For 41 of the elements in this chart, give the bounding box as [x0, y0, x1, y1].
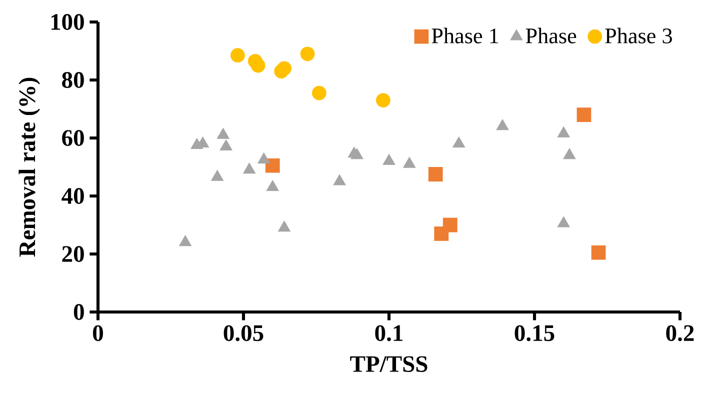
y-tick-label: 80 — [62, 72, 84, 88]
point — [278, 220, 291, 232]
point — [265, 158, 280, 173]
y-tick-label: 100 — [51, 14, 84, 30]
point — [179, 235, 192, 246]
legend-label: Phase 1 — [432, 28, 498, 44]
point — [376, 93, 390, 108]
point — [300, 46, 315, 62]
x-tick-label: 0.05 — [224, 325, 264, 342]
point — [243, 162, 256, 174]
point — [350, 148, 364, 160]
point — [496, 119, 509, 130]
legend-label: Phase 3 — [605, 28, 672, 44]
point — [563, 148, 576, 160]
x-tick-label: 0.1 — [375, 325, 402, 342]
point — [557, 216, 570, 228]
point — [382, 154, 396, 165]
y-tick-label: 40 — [62, 188, 84, 204]
x-tick-label: 0.2 — [666, 325, 694, 342]
point — [250, 58, 266, 73]
point — [216, 128, 230, 139]
y-axis-title: Removal rate (%) — [18, 78, 40, 257]
point — [277, 61, 292, 76]
point — [403, 156, 416, 168]
point — [258, 152, 270, 164]
point — [230, 48, 245, 63]
y-tick-label: 60 — [62, 130, 84, 146]
point — [557, 126, 570, 138]
x-tick-label: 0 — [93, 325, 103, 342]
point — [220, 140, 232, 150]
x-axis-title: TP/TSS — [350, 356, 428, 372]
x-tick-label: 0.15 — [514, 325, 554, 342]
legend-label: Phase — [526, 28, 576, 44]
point — [312, 86, 326, 100]
point — [211, 170, 224, 181]
point — [576, 108, 592, 122]
y-tick-label: 0 — [74, 304, 84, 320]
point — [266, 180, 279, 192]
y-tick-label: 20 — [62, 246, 84, 262]
point — [333, 174, 346, 186]
point — [452, 136, 466, 148]
